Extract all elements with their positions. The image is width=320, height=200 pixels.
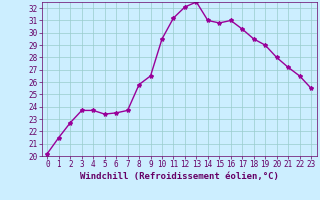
- X-axis label: Windchill (Refroidissement éolien,°C): Windchill (Refroidissement éolien,°C): [80, 172, 279, 181]
